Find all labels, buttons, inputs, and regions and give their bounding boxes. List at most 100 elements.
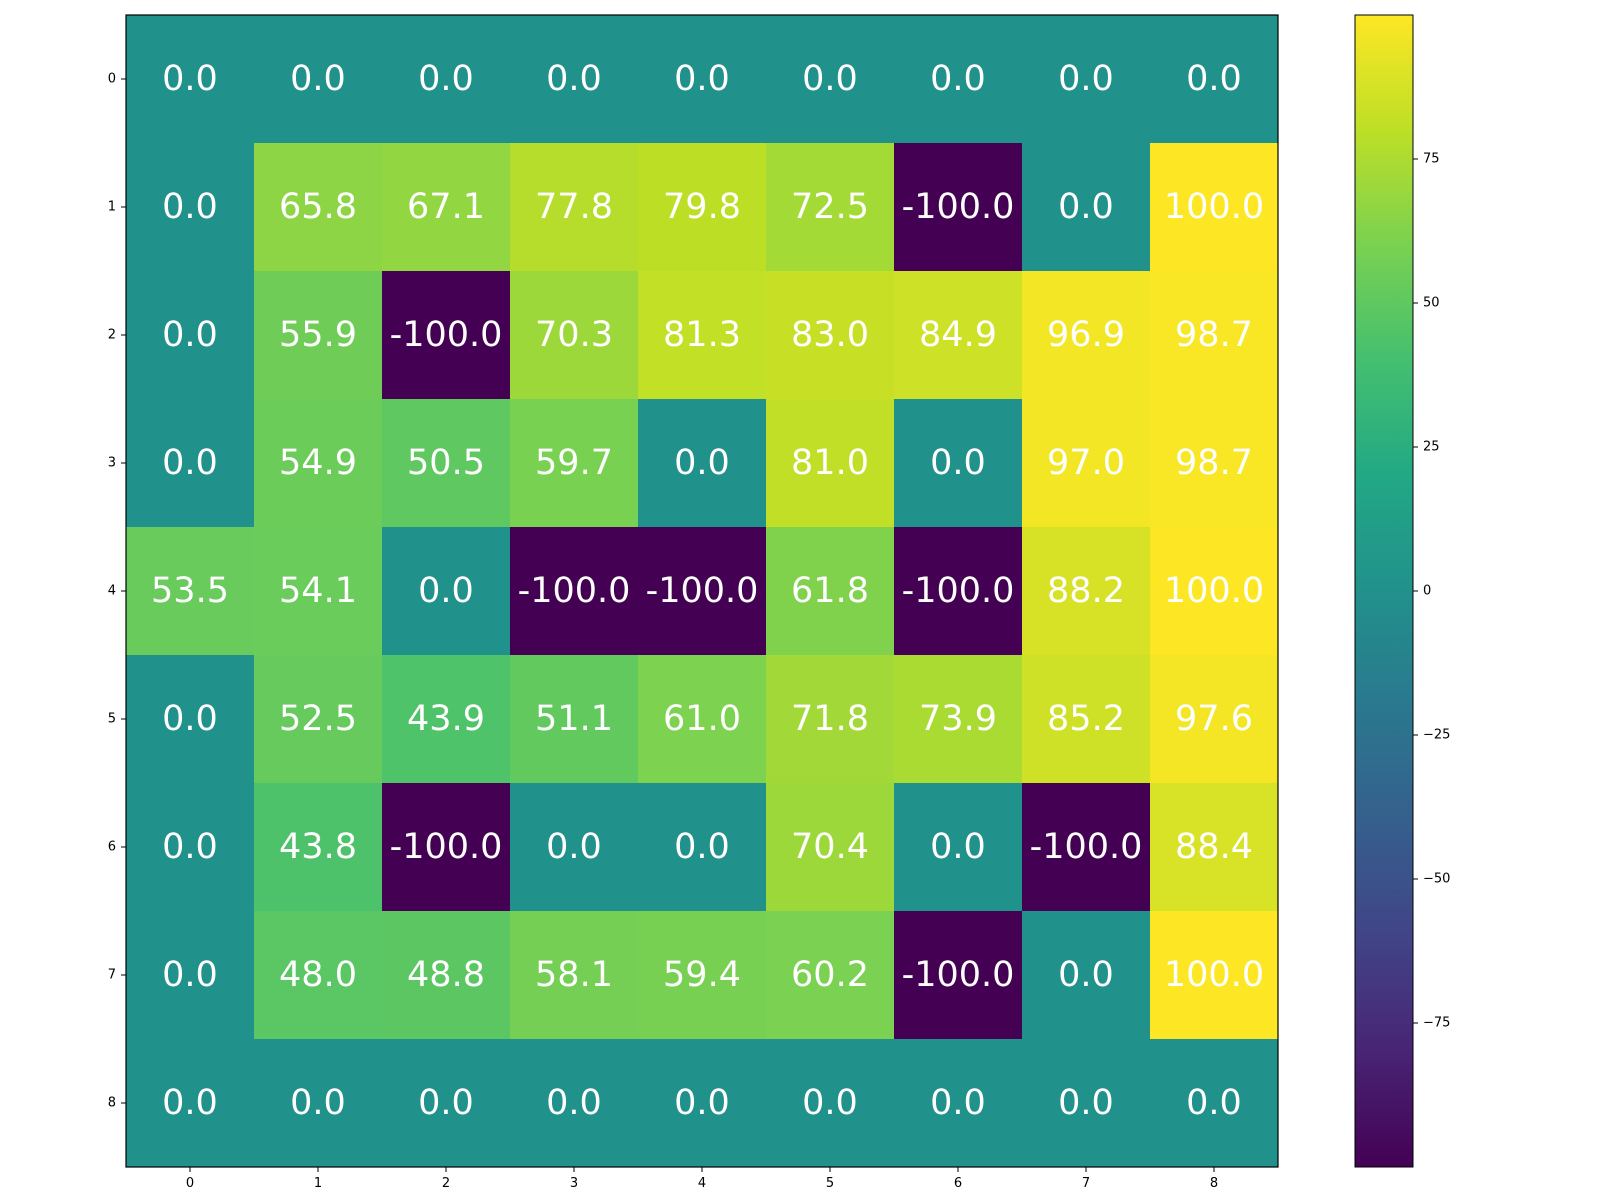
heatmap-cell-r8-c4 [638,1039,767,1168]
cell-label-r1-c1: 65.8 [279,187,357,227]
heatmap-cell-r0-c8 [1150,15,1279,144]
heatmap-cell-r3-c2 [382,399,511,528]
heatmap-cell-r8-c3 [510,1039,639,1168]
cell-label-r5-c6: 73.9 [919,699,997,739]
heatmap-cell-r0-c7 [1022,15,1151,144]
cell-label-r7-c0: 0.0 [162,955,218,995]
cell-label-r0-c0: 0.0 [162,59,218,99]
heatmap-cell-r2-c7 [1022,271,1151,400]
cell-label-r7-c3: 58.1 [535,955,613,995]
colorbar: 75 50 25 0 −25 −50 −75 [1354,14,1450,1168]
cell-label-r3-c6: 0.0 [930,443,986,483]
heatmap-cell-r1-c3 [510,143,639,272]
cell-label-r4-c6: -100.0 [902,571,1015,611]
heatmap-cell-r4-c2 [382,527,511,656]
cell-label-r7-c1: 48.0 [279,955,357,995]
heatmap-cell-r5-c0 [126,655,255,784]
heatmap-cell-r2-c2 [382,271,511,400]
cell-label-r1-c5: 72.5 [791,187,869,227]
heatmap-cell-r7-c1 [254,911,383,1040]
heatmap-cell-r4-c5 [766,527,895,656]
heatmap-cell-r3-c4 [638,399,767,528]
heatmap-cell-r5-c1 [254,655,383,784]
heatmap-cell-r6-c6 [894,783,1023,912]
cell-label-r7-c6: -100.0 [902,955,1015,995]
cell-label-r7-c7: 0.0 [1058,955,1114,995]
y-tick-label-8: 8 [108,1096,116,1111]
cell-label-r0-c8: 0.0 [1186,59,1242,99]
heatmap-cell-r0-c6 [894,15,1023,144]
heatmap-cell-r5-c7 [1022,655,1151,784]
colorbar-tick-label-2: 25 [1423,440,1440,455]
cell-label-r6-c3: 0.0 [546,827,602,867]
x-tick-label-6: 6 [954,1176,962,1191]
cell-label-r8-c0: 0.0 [162,1083,218,1123]
heatmap-cell-r1-c6 [894,143,1023,272]
cell-label-r6-c1: 43.8 [279,827,357,867]
cell-label-r1-c4: 79.8 [663,187,741,227]
cell-label-r4-c0: 53.5 [151,571,229,611]
heatmap-cell-r6-c1 [254,783,383,912]
x-axis: 0 1 2 3 4 5 6 7 8 [186,1167,1218,1191]
cell-label-r1-c3: 77.8 [535,187,613,227]
cell-label-r2-c0: 0.0 [162,315,218,355]
colorbar-tick-label-3: 0 [1423,584,1431,599]
cell-label-r2-c8: 98.7 [1175,315,1253,355]
x-tick-label-2: 2 [442,1176,450,1191]
cell-label-r0-c1: 0.0 [290,59,346,99]
heatmap-cell-r7-c4 [638,911,767,1040]
cell-label-r2-c6: 84.9 [919,315,997,355]
heatmap-cell-r7-c3 [510,911,639,1040]
cell-label-r3-c0: 0.0 [162,443,218,483]
cell-label-r4-c4: -100.0 [646,571,759,611]
heatmap-cell-r4-c8 [1150,527,1279,656]
heatmap-cell-r6-c4 [638,783,767,912]
heatmap-cell-r4-c1 [254,527,383,656]
heatmap-cell-r5-c5 [766,655,895,784]
heatmap-cell-r6-c0 [126,783,255,912]
cell-label-r4-c2: 0.0 [418,571,474,611]
cell-label-r1-c8: 100.0 [1164,187,1264,227]
heatmap-cell-r6-c3 [510,783,639,912]
cell-label-r1-c7: 0.0 [1058,187,1114,227]
x-tick-label-5: 5 [826,1176,834,1191]
cell-label-r2-c3: 70.3 [535,315,613,355]
heatmap-cell-r4-c0 [126,527,255,656]
heatmap-cell-r3-c5 [766,399,895,528]
y-tick-label-0: 0 [108,72,116,87]
y-tick-label-5: 5 [108,712,116,727]
cell-label-r4-c7: 88.2 [1047,571,1125,611]
cell-label-r6-c8: 88.4 [1175,827,1253,867]
cell-label-r2-c5: 83.0 [791,315,869,355]
cell-label-r5-c4: 61.0 [663,699,741,739]
cell-label-r1-c6: -100.0 [902,187,1015,227]
cell-label-r3-c2: 50.5 [407,443,485,483]
heatmap-cell-r6-c5 [766,783,895,912]
heatmap-cell-r7-c8 [1150,911,1279,1040]
cell-label-r6-c5: 70.4 [791,827,869,867]
cell-label-r4-c3: -100.0 [518,571,631,611]
heatmap-cell-r8-c8 [1150,1039,1279,1168]
heatmap-cell-r1-c0 [126,143,255,272]
cell-label-r2-c4: 81.3 [663,315,741,355]
cell-label-r6-c0: 0.0 [162,827,218,867]
heatmap-cell-r8-c2 [382,1039,511,1168]
cell-label-r6-c2: -100.0 [390,827,503,867]
heatmap-cell-r8-c0 [126,1039,255,1168]
y-tick-label-2: 2 [108,328,116,343]
cell-label-r5-c5: 71.8 [791,699,869,739]
cell-label-r2-c1: 55.9 [279,315,357,355]
heatmap-cell-r5-c4 [638,655,767,784]
cell-label-r8-c6: 0.0 [930,1083,986,1123]
cell-label-r7-c2: 48.8 [407,955,485,995]
heatmap-cell-r8-c5 [766,1039,895,1168]
heatmap-cell-r0-c1 [254,15,383,144]
cell-label-r3-c4: 0.0 [674,443,730,483]
heatmap-cell-r7-c7 [1022,911,1151,1040]
cell-label-r0-c4: 0.0 [674,59,730,99]
cell-label-r4-c1: 54.1 [279,571,357,611]
cell-label-r8-c1: 0.0 [290,1083,346,1123]
heatmap-cell-r7-c0 [126,911,255,1040]
x-tick-label-7: 7 [1082,1176,1090,1191]
